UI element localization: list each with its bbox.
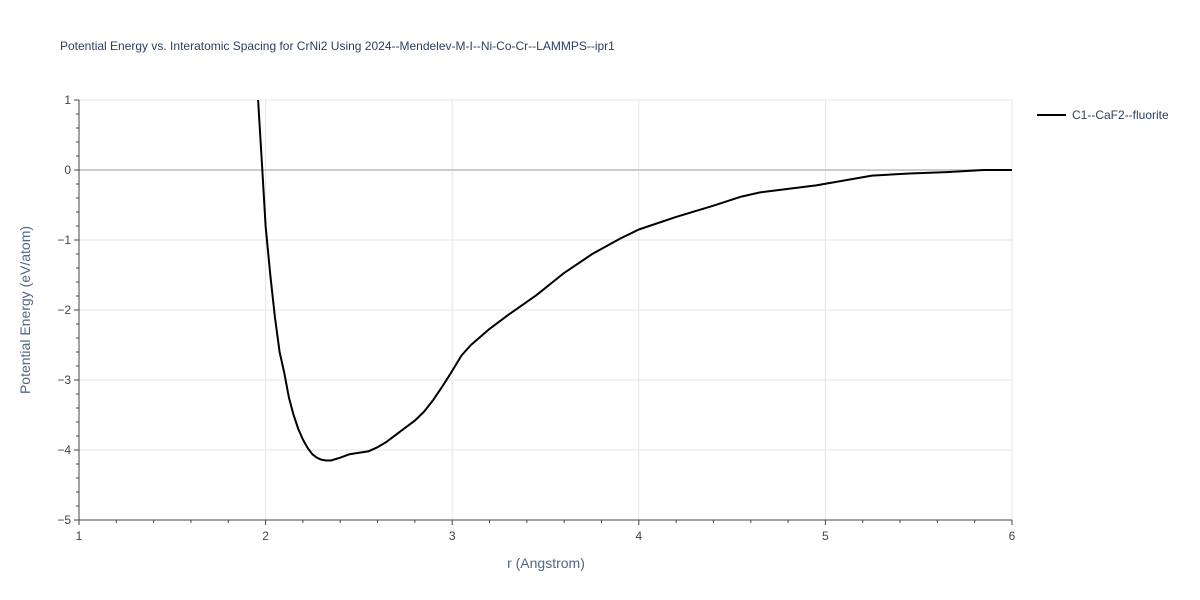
- y-tick-label: −5: [57, 513, 71, 527]
- y-tick-label: −3: [57, 373, 71, 387]
- series-line: [257, 99, 1012, 462]
- x-tick-label: 6: [1009, 529, 1016, 543]
- y-axis-label: Potential Energy (eV/atom): [17, 226, 33, 394]
- minor-ticks: [76, 113, 976, 523]
- x-axis-label: r (Angstrom): [507, 555, 585, 571]
- y-tick-label: −2: [57, 303, 71, 317]
- x-tick-label: 3: [449, 529, 456, 543]
- series-group: [257, 99, 1012, 462]
- x-tick-label: 1: [76, 529, 83, 543]
- y-tick-label: 0: [64, 163, 71, 177]
- x-tick-label: 4: [635, 529, 642, 543]
- x-tick-label: 2: [262, 529, 269, 543]
- tick-labels: 1 2 3 4 5 6 1 0 −1 −2 −3 −4 −5: [57, 93, 1015, 543]
- y-tick-label: −1: [57, 233, 71, 247]
- grid-lines: [79, 99, 1013, 520]
- x-tick-label: 5: [822, 529, 829, 543]
- legend[interactable]: C1--CaF2--fluorite: [1037, 108, 1169, 122]
- chart-title: Potential Energy vs. Interatomic Spacing…: [60, 39, 615, 53]
- axes: [74, 99, 1013, 525]
- legend-label: C1--CaF2--fluorite: [1072, 108, 1169, 122]
- y-tick-label: −4: [57, 443, 71, 457]
- y-tick-label: 1: [64, 93, 71, 107]
